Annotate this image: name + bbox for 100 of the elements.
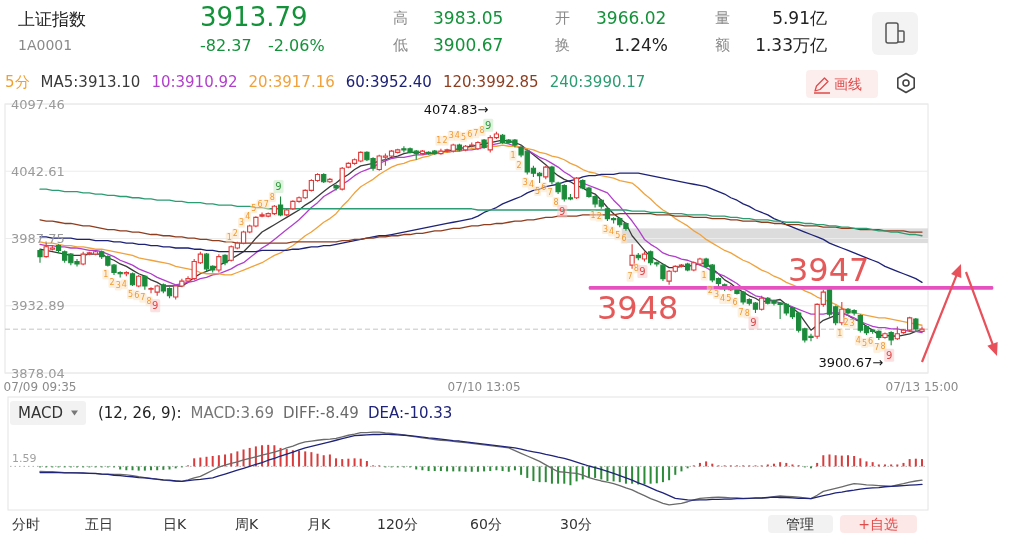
bar (489, 466, 492, 471)
value-label: 8 (879, 341, 887, 352)
bar (705, 461, 708, 467)
value-label: 2 (441, 135, 449, 146)
bar (846, 455, 849, 467)
bar (914, 458, 917, 467)
text: 高 (393, 9, 408, 27)
candlestick (882, 332, 888, 340)
value-label: 2 (706, 285, 714, 296)
legend-title: 5分 (5, 73, 30, 91)
value-label: 9 (273, 180, 284, 193)
value-label: 1 (225, 232, 233, 243)
bar (532, 466, 535, 481)
bar (452, 466, 455, 472)
bar (526, 466, 529, 478)
value-label: 8 (552, 197, 560, 208)
value-label: 6 (731, 297, 739, 308)
text: -82.37 (200, 35, 252, 55)
text: 120分 (377, 516, 418, 532)
value-label: 9 (557, 204, 568, 218)
bar (834, 455, 837, 467)
bar (205, 456, 208, 467)
text: 周K (235, 516, 259, 532)
text: MACD:3.69 (190, 404, 274, 422)
bar (236, 451, 239, 467)
value-label: 3 (712, 289, 720, 299)
value-label: 9 (637, 265, 648, 278)
value-label: 8 (478, 125, 486, 136)
bar (612, 466, 615, 482)
y-tick-label: 3932.89 (11, 298, 65, 314)
bar (495, 466, 498, 471)
bar (674, 466, 677, 475)
value-label: 3 (601, 224, 609, 235)
value-label: 9 (483, 118, 494, 132)
bar (464, 466, 467, 472)
text: +自选 (858, 516, 898, 532)
bar (162, 466, 165, 470)
value-label: 8 (268, 192, 276, 203)
value-label: 4 (608, 226, 616, 237)
bar (624, 466, 627, 484)
bar (131, 466, 134, 471)
bar (668, 466, 671, 481)
y-tick-label: 3878.04 (11, 365, 65, 381)
candlestick (222, 253, 228, 266)
candlestick (123, 270, 129, 277)
value-label: 7 (737, 307, 745, 318)
value-label: 7 (546, 187, 554, 198)
candlestick (913, 317, 919, 332)
ref-line-label: 3947 (788, 251, 870, 290)
value-label: 6 (466, 129, 474, 140)
candlestick (136, 274, 142, 288)
bar (119, 466, 122, 470)
value-label: 8 (145, 296, 153, 307)
candlestick (573, 176, 580, 200)
candlestick (55, 243, 62, 254)
candlestick (142, 274, 148, 291)
value-label: 4 (719, 293, 727, 304)
value-label: 9 (748, 316, 759, 330)
candlestick (129, 271, 136, 287)
bar (680, 466, 683, 472)
bar (298, 450, 301, 467)
bar (779, 462, 782, 467)
value-label: 4 (244, 211, 252, 222)
value-label: 4 (854, 335, 862, 346)
bar (618, 466, 621, 483)
text: 额 (715, 36, 730, 54)
bar (822, 455, 825, 467)
value-label: 4 (453, 130, 461, 141)
bar (310, 452, 313, 467)
candlestick (758, 295, 765, 312)
candlestick (894, 325, 900, 341)
candlestick (333, 183, 339, 191)
bar (550, 466, 553, 484)
value-label: 2 (231, 228, 239, 239)
value-label: 7 (472, 128, 480, 139)
bar (458, 466, 461, 472)
x-tick-label: 07/13 15:00 (885, 380, 959, 394)
value-label: 3 (848, 318, 856, 329)
bar (125, 466, 128, 471)
value-label: 1 (700, 270, 708, 281)
bar (359, 458, 362, 467)
value-label: 5 (534, 186, 542, 197)
text: 3913.79 (200, 2, 308, 32)
x-tick-label: 07/09 09:35 (3, 380, 77, 394)
text: 60分 (470, 516, 502, 532)
bar (544, 466, 547, 483)
text: 日K (163, 516, 187, 532)
bar (631, 466, 634, 484)
y-tick-label: 4097.46 (11, 96, 65, 112)
bar (137, 466, 140, 471)
value-label: 1 (102, 269, 110, 280)
bar (439, 466, 442, 471)
text: 分时 (12, 516, 40, 532)
text: 20:3917.16 (248, 73, 335, 91)
annotation: 3900.67→ (818, 354, 884, 370)
value-label: 6 (620, 233, 628, 244)
value-label: 1 (435, 135, 443, 146)
candlestick (277, 195, 284, 217)
value-label: 1 (836, 328, 844, 339)
bar (483, 466, 486, 472)
